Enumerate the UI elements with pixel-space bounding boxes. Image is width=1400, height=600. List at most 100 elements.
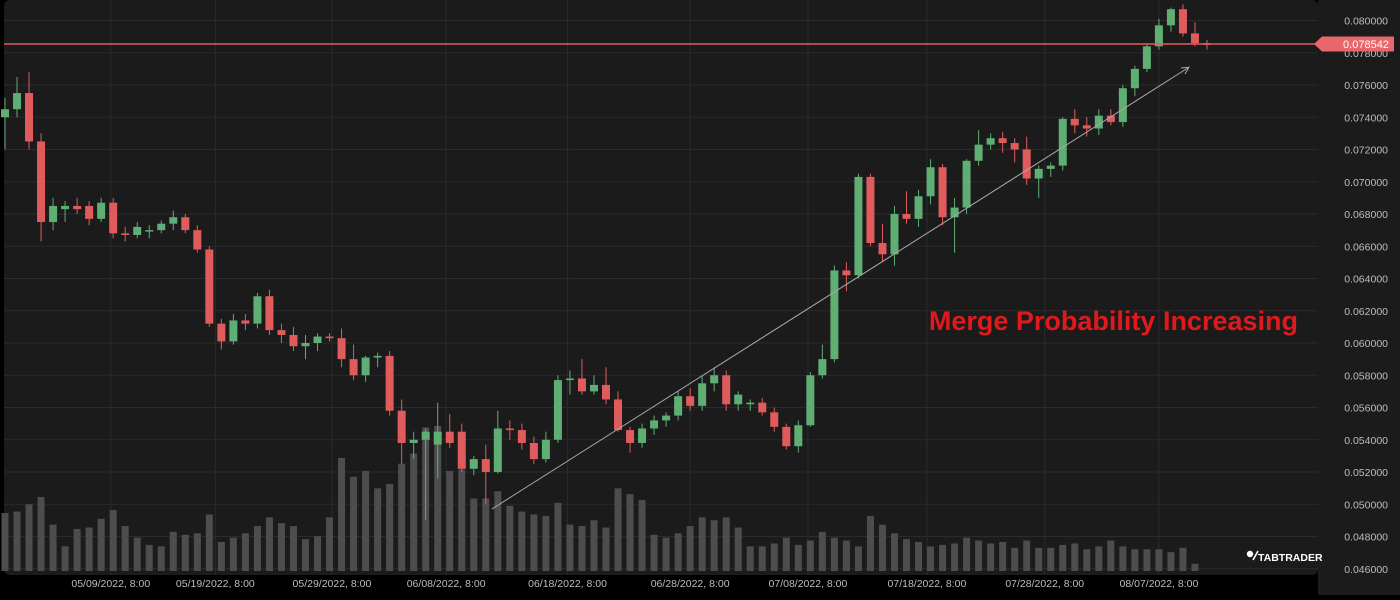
x-tick-label: 07/08/2022, 8:00 (769, 578, 848, 590)
candle (734, 391, 743, 411)
price-axis-panel (1318, 0, 1400, 595)
candle-body (758, 402, 767, 413)
candle-body (373, 355, 382, 358)
volume-bar (145, 544, 153, 571)
candle-body (109, 202, 118, 234)
x-tick-label: 05/29/2022, 8:00 (293, 578, 372, 590)
candle-body (1106, 115, 1115, 123)
candle (109, 197, 118, 239)
candle-body (1130, 68, 1139, 89)
grid-lines (4, 0, 1318, 575)
volume-bar (193, 533, 201, 571)
volume-bar (866, 515, 874, 571)
candle-body (337, 338, 346, 360)
candle-body (37, 141, 46, 223)
candle-body (734, 394, 743, 405)
volume-bar (1023, 540, 1031, 571)
candle (361, 355, 370, 382)
volume-bar (229, 537, 237, 571)
candle (37, 133, 46, 242)
candle-body (686, 396, 695, 406)
candle (986, 133, 995, 150)
volume-bar (999, 542, 1007, 571)
volume-bar (626, 494, 634, 571)
candle-body (553, 380, 562, 440)
candle (926, 159, 935, 205)
candle-body (818, 359, 827, 376)
candle-body (217, 323, 226, 342)
volume-bar (939, 544, 947, 571)
candle-body (289, 334, 298, 347)
volume-bar (506, 505, 514, 571)
volume-bar (277, 523, 285, 571)
volume-bar (638, 499, 646, 571)
candle-body (97, 202, 106, 219)
candle-body (830, 270, 839, 360)
candle (662, 412, 671, 427)
candle (445, 413, 454, 448)
logo-dot-icon (1246, 550, 1254, 558)
candle-body (13, 93, 22, 110)
candle-body (25, 93, 34, 142)
candle-body (722, 375, 731, 405)
candle-body (1178, 9, 1187, 34)
y-tick-label: 0.080000 (1344, 16, 1388, 28)
volume-bar (854, 546, 862, 571)
volume-bar (746, 546, 754, 571)
volume-bar (1107, 540, 1115, 571)
candle-body (181, 217, 190, 231)
volume-bar (169, 531, 177, 571)
volume-bar (915, 542, 923, 571)
candle (998, 131, 1007, 153)
y-tick-label: 0.050000 (1344, 499, 1388, 511)
volume-bar (362, 470, 370, 571)
candle-body (698, 383, 707, 406)
volume-bar (1047, 547, 1055, 571)
candle-body (614, 399, 623, 431)
candle (541, 431, 550, 463)
volume-bar (614, 488, 622, 571)
volume-bar (542, 515, 550, 571)
candle (794, 420, 803, 453)
volume-bar (878, 524, 886, 571)
candle (638, 423, 647, 448)
candle-body (986, 138, 995, 145)
candle (1190, 22, 1199, 47)
candle (493, 410, 502, 474)
candle-body (650, 420, 659, 429)
candle (626, 426, 635, 453)
volume-bar (1083, 549, 1091, 571)
logo-slash-icon (1252, 550, 1259, 561)
candle-body (1154, 25, 1163, 47)
candle-body (49, 205, 58, 223)
volume-bar (686, 526, 694, 571)
candle-body (505, 428, 514, 431)
volume-bar (566, 524, 574, 571)
candle (397, 399, 406, 464)
candle (722, 370, 731, 411)
candle (61, 201, 70, 223)
candle (854, 173, 863, 279)
volume-bar (578, 526, 586, 571)
y-tick-label: 0.072000 (1344, 145, 1388, 157)
candle (313, 333, 322, 352)
volume-bar (734, 527, 742, 571)
volume-bar (590, 520, 598, 571)
volume-bar (722, 517, 730, 571)
candle-body (674, 396, 683, 416)
volume-bar (1, 513, 9, 571)
candle-body (1022, 149, 1031, 179)
volume-bar (434, 426, 442, 571)
volume-bar (782, 537, 790, 571)
candle-body (445, 431, 454, 443)
candle-body (349, 359, 358, 376)
candle-body (866, 176, 875, 244)
volume-bar (241, 533, 249, 571)
candle-body (1046, 165, 1055, 169)
volume-bar (650, 534, 658, 571)
volume-bar (326, 517, 334, 571)
y-tick-label: 0.046000 (1344, 564, 1388, 576)
x-tick-label: 05/09/2022, 8:00 (71, 578, 150, 590)
